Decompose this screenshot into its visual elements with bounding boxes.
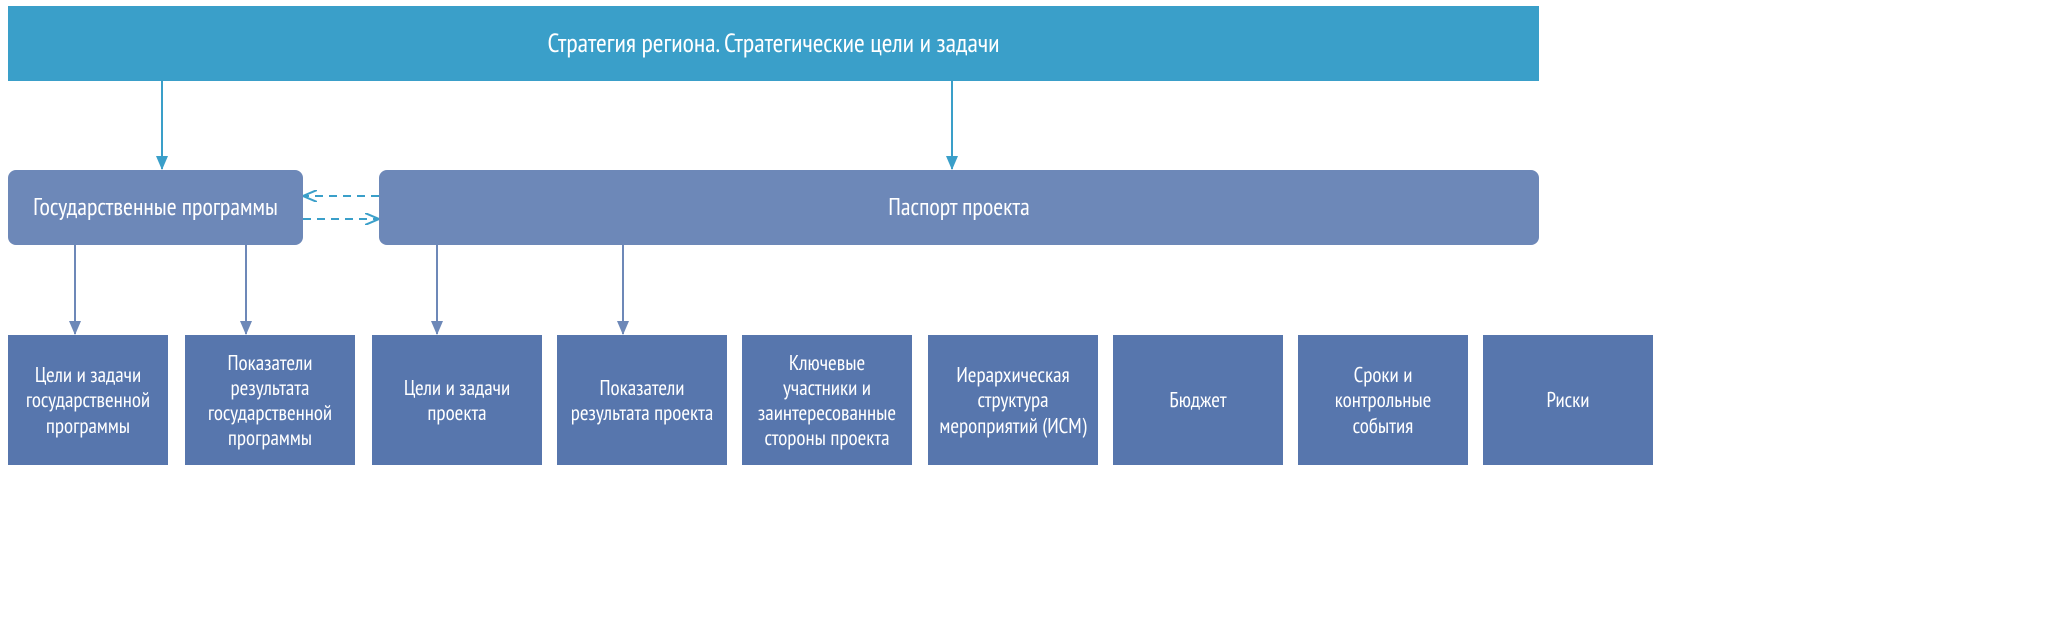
node-gov_programs: Государственные программы (8, 170, 303, 245)
node-leaf_kpi_pr: Показатели результата проекта (557, 335, 727, 465)
node-leaf_wbs: Иерархическая структура мероприятий (ИСМ… (928, 335, 1098, 465)
flowchart-arrows (0, 0, 2047, 639)
node-leaf_risks: Риски (1483, 335, 1653, 465)
node-leaf_stake: Ключевые участники и заинтересованные ст… (742, 335, 912, 465)
node-leaf_dates: Сроки и контрольные события (1298, 335, 1468, 465)
node-leaf_goals_gp: Цели и задачи государственной программы (8, 335, 168, 465)
node-leaf_kpi_gp: Показатели результата государственной пр… (185, 335, 355, 465)
node-leaf_goals_pr: Цели и задачи проекта (372, 335, 542, 465)
node-passport: Паспорт проекта (379, 170, 1539, 245)
node-strategy: Стратегия региона. Стратегические цели и… (8, 6, 1539, 81)
node-leaf_budget: Бюджет (1113, 335, 1283, 465)
